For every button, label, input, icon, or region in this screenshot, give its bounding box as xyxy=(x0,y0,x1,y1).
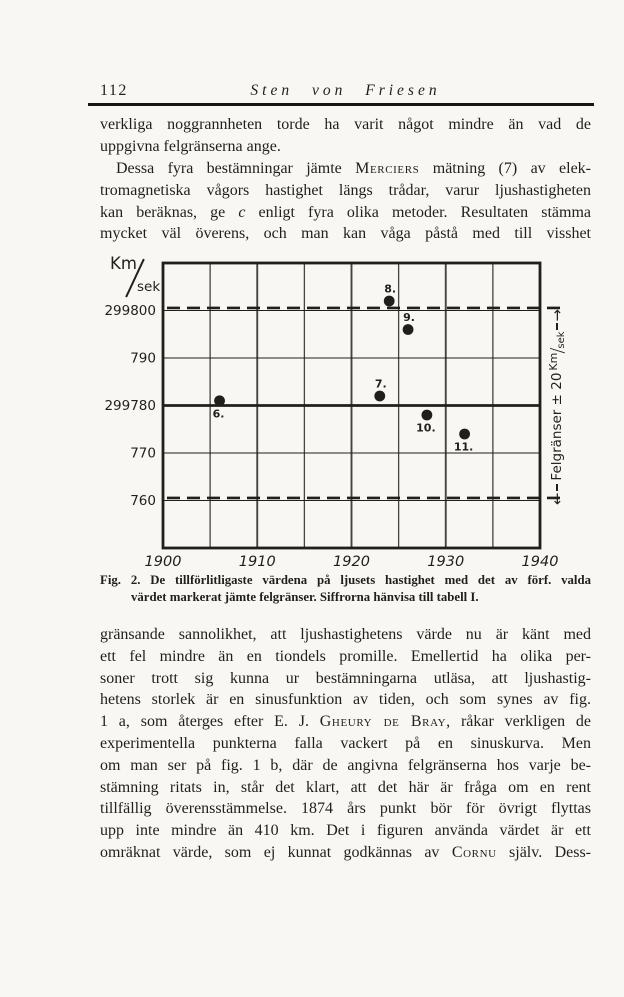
text-line: kan beräknas, ge c enligt fyra olika met… xyxy=(100,203,592,221)
text-line: tromagnetiska vågors hastighet längs trå… xyxy=(100,181,591,199)
y-tick-label: 770 xyxy=(130,446,156,462)
unit-sek-label: sek xyxy=(137,279,161,295)
figure-caption: Fig. 2. De tillförlitligaste värdena på … xyxy=(100,572,591,606)
text-line: gränsande sannolikhet, att ljushastighet… xyxy=(100,626,591,643)
data-point xyxy=(459,428,470,440)
text-line: stämning ritats in, står det klart, att … xyxy=(100,778,591,796)
paragraph-intro: verkliga noggrannheten torde ha varit nå… xyxy=(100,114,591,158)
data-points: 6. 7. 8. 9. 10. 11. xyxy=(213,283,474,454)
y-axis-labels: 299800 790 299780 770 760 xyxy=(104,303,156,509)
paragraph-methods: Dessa fyra bestämningar jämte Merciers m… xyxy=(100,158,591,245)
text-line: om man ser på fig. 1 b, där de angivna f… xyxy=(100,756,591,774)
data-point xyxy=(402,324,414,335)
text-line: Dessa fyra bestämningar jämte Merciers m… xyxy=(116,160,592,177)
text-line: ett fel mindre än en tiondels promille. … xyxy=(100,647,591,665)
km-per-sek-fraction: Km / sek xyxy=(547,331,568,370)
point-number-label: 10. xyxy=(416,422,436,435)
y-tick-label: 790 xyxy=(130,351,156,367)
y-gridlines xyxy=(163,306,565,502)
caption-line-1: Fig. 2. De tillförlitligaste värdena på … xyxy=(100,573,591,587)
text-line: 1 a, som återges efter E. J. Gheury de B… xyxy=(100,713,591,731)
arrow-tail xyxy=(556,483,558,492)
side-label-text: Felgränser ± 20 xyxy=(549,372,565,481)
paragraph-discussion: gränsande sannolikhet, att ljushastighet… xyxy=(100,624,591,864)
fraction-km: Km xyxy=(546,352,560,371)
text-line: uppgivna felgränserna ange. xyxy=(100,137,281,155)
y-tick-label: 299800 xyxy=(104,303,156,319)
person-name: Merciers xyxy=(355,160,420,177)
x-tick-label: 1920 xyxy=(333,554,370,570)
fraction-sek: sek xyxy=(555,331,567,349)
x-tick-label: 1910 xyxy=(239,554,276,570)
text-line: hetens storlek är en sinusfunktion av ti… xyxy=(100,691,591,709)
point-number-label: 9. xyxy=(403,311,415,324)
arrow-up-icon: → xyxy=(547,308,566,322)
plot-border xyxy=(161,261,542,550)
text-line: verkliga noggrannheten torde ha varit nå… xyxy=(100,116,591,133)
text-line: experimentella punkterna falla vackert p… xyxy=(100,734,591,752)
page-number: 112 xyxy=(100,82,128,99)
data-point xyxy=(214,395,225,407)
header-rule xyxy=(88,103,594,106)
data-point xyxy=(383,295,395,307)
x-axis-labels: 1900 1910 1920 1930 1940 xyxy=(145,554,559,570)
person-name: Cornu xyxy=(451,843,497,861)
arrow-down-icon: ← xyxy=(547,492,566,505)
x-tick-label: 1900 xyxy=(145,554,182,570)
y-axis-unit: Km sek xyxy=(108,254,188,306)
y-tick-label: 299780 xyxy=(104,398,156,414)
figure-chart-svg: 6. 7. 8. 9. 10. 11. 1900 1910 1920 1930 1940 299800… xyxy=(104,261,565,570)
x-tick-label: 1930 xyxy=(427,554,464,570)
text-line: mycket väl överens, och man kan våga pås… xyxy=(100,225,591,243)
point-number-label: 8. xyxy=(384,283,396,296)
x-tick-label: 1940 xyxy=(522,554,559,570)
unit-km-label: Km xyxy=(110,254,137,273)
y-tick-label: 760 xyxy=(130,493,156,509)
running-title: Sten von Friesen xyxy=(250,82,441,99)
person-name: Gheury de Bray xyxy=(319,713,447,731)
text-line: tillfällig överensstämmelse. 1874 års pu… xyxy=(100,800,591,818)
data-point xyxy=(421,409,433,421)
point-number-label: 11. xyxy=(454,441,474,454)
text-line: omräknat värde, som ej kunnat godkännas … xyxy=(100,843,592,861)
italic-term: c xyxy=(238,203,246,221)
caption-line-2: värdet markerat jämte felgränser. Siffro… xyxy=(131,590,479,604)
point-number-label: 7. xyxy=(375,378,387,391)
text-line: soner trott sig kunna ur bestämningarna … xyxy=(100,669,591,687)
point-number-label: 6. xyxy=(213,407,225,420)
arrow-tail xyxy=(556,322,558,331)
text-line: upp inte mindre än 410 km. Det i figuren… xyxy=(100,822,591,840)
data-point xyxy=(374,390,386,402)
error-bounds-annotation: ← Felgränser ± 20 Km / sek → xyxy=(546,309,568,505)
